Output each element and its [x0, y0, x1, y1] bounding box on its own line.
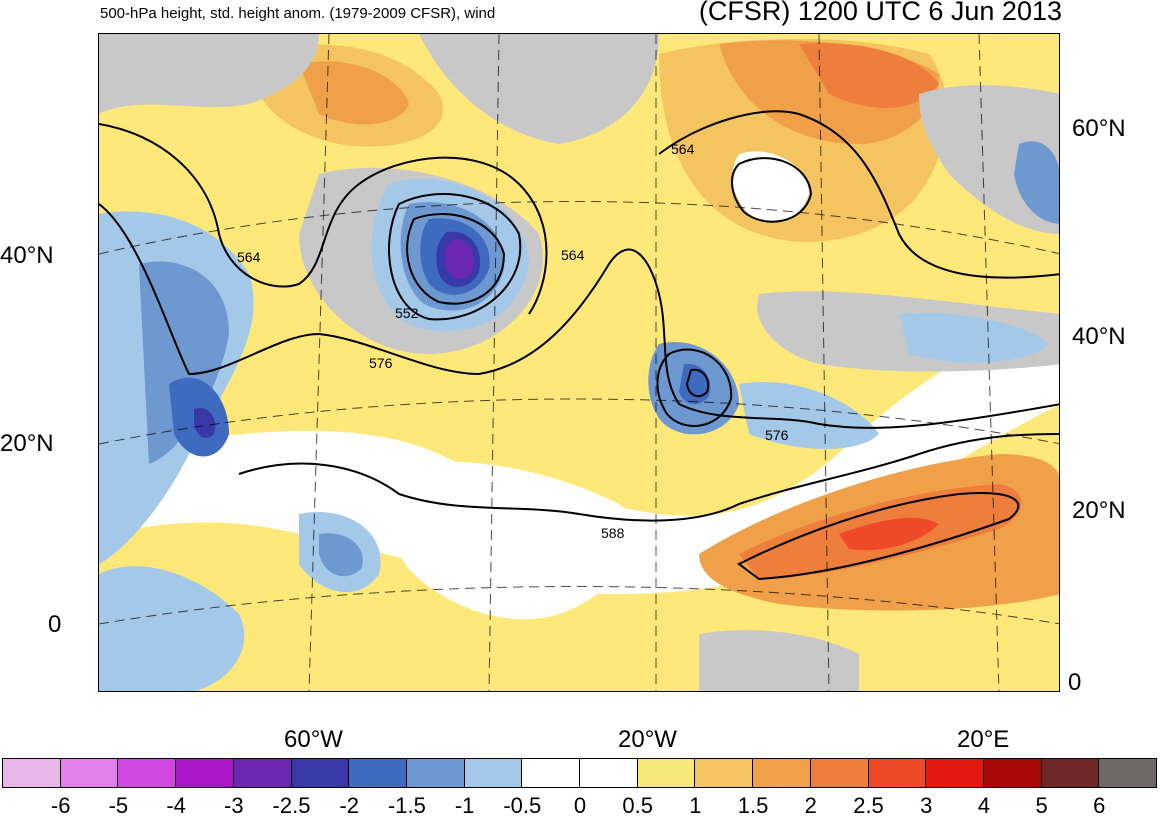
colorbar-swatch [521, 758, 581, 788]
colorbar-swatch [175, 758, 234, 788]
lon-label-20w: 20°W [618, 726, 677, 753]
colorbar-tick-label: 2.5 [853, 793, 884, 818]
lat-label-right-60n: 60°N [1072, 115, 1126, 142]
anomaly-blue-europe [899, 313, 1049, 363]
lat-label-left-40n: 40°N [0, 242, 54, 269]
height-contour-588 [238, 433, 1059, 522]
anomaly-blue-caribbean-core [319, 533, 363, 577]
weather-map: 564 552 576 564 564 576 588 [98, 33, 1060, 692]
colorbar-swatch [463, 758, 523, 788]
colorbar-tick-label: 5 [1035, 793, 1048, 818]
height-contour-scandinavia-low [731, 157, 813, 223]
anomaly-orange-greenland-core [299, 61, 409, 125]
graticule-lon-60w [308, 34, 330, 691]
anomaly-white-center [399, 461, 636, 620]
colorbar-tick-label: 0.5 [622, 793, 653, 818]
contour-label-576-a: 576 [369, 355, 393, 371]
colorbar-swatch [809, 758, 869, 788]
height-contour-560 [406, 213, 506, 305]
colorbar-swatch [2, 758, 61, 788]
colorbar-swatch [405, 758, 465, 788]
contour-label-564-a: 564 [237, 249, 261, 265]
colorbar-swatch [59, 758, 119, 788]
colorbar-tick-label: 2 [804, 793, 817, 818]
colorbar-swatch [925, 758, 984, 788]
height-contour-552 [388, 193, 522, 321]
graticule-lat-0 [99, 586, 1059, 625]
colorbar-swatch [982, 758, 1042, 788]
lon-label-60w: 60°W [284, 726, 343, 753]
colorbar-swatch [232, 758, 292, 788]
graticule-lon-20e [978, 34, 1000, 691]
colorbar-swatch [290, 758, 350, 788]
map-title: (CFSR) 1200 UTC 6 Jun 2013 [698, 0, 1062, 26]
height-contour-576-west [99, 203, 1059, 429]
colorbar-swatch [1098, 758, 1158, 788]
colorbar-tick-label: 6 [1093, 793, 1106, 818]
contour-label-576-b: 576 [765, 427, 789, 443]
colorbar-swatch [579, 758, 638, 788]
contour-label-588: 588 [601, 525, 625, 541]
anomaly-blue-florida-core [194, 408, 216, 439]
contour-labels: 564 552 576 564 564 576 588 [237, 141, 789, 541]
anomaly-orange-north-europe-core [799, 43, 939, 108]
map-subtitle: 500-hPa height, std. height anom. (1979-… [100, 5, 496, 22]
map-canvas: 564 552 576 564 564 576 588 [99, 34, 1059, 691]
graticule-lat-40n [99, 201, 1059, 255]
graticule-lat-20n [99, 398, 1059, 445]
colorbar-swatch [348, 758, 407, 788]
anomaly-grey-north [99, 34, 319, 114]
colorbar-tick-label: -4 [166, 793, 186, 818]
anomaly-blue-azores-core [679, 363, 711, 405]
colorbar-tick-label: 1.5 [737, 793, 769, 818]
colorbar-tick-label: -6 [50, 793, 71, 818]
lat-label-right-40n: 40°N [1072, 323, 1126, 350]
colorbar-tick-label: -1 [454, 793, 475, 818]
colorbar-swatch [117, 758, 177, 788]
height-contour-sahara [737, 492, 1020, 581]
colorbar-swatch [636, 758, 696, 788]
anomaly-white-scandinavia [732, 151, 809, 223]
height-contour-564-west [99, 123, 548, 315]
lat-label-right-0: 0 [1068, 669, 1082, 696]
lat-label-left-20n: 20°N [0, 430, 54, 457]
lon-label-20e: 20°E [957, 726, 1010, 753]
graticule-lon-0 [818, 34, 830, 691]
colorbar-tick-label: 4 [977, 793, 991, 818]
colorbar-tick-label: -2 [339, 793, 359, 818]
height-contour-azores-low [656, 348, 733, 427]
contour-label-564-c: 564 [671, 141, 695, 157]
colorbar-tick-label: -5 [108, 793, 129, 818]
height-contour-564-east [658, 110, 1059, 279]
colorbar-swatch [694, 758, 754, 788]
graticule-lon-40w [488, 34, 500, 691]
colorbar-swatch [1040, 758, 1100, 788]
anomaly-blue-south-america [99, 566, 245, 691]
colorbar-tick-label: 1 [689, 793, 702, 818]
anomaly-purple-low-core [445, 239, 474, 279]
anomaly-blue-east [1014, 141, 1059, 224]
anomaly-grey-south [699, 630, 859, 691]
contour-label-564-b: 564 [561, 247, 585, 263]
anomaly-blue-med [739, 382, 879, 449]
colorbar-swatch [867, 758, 927, 788]
colorbar-tick-label: -2.5 [272, 793, 311, 818]
colorbar-swatch [752, 758, 811, 788]
anomaly-red-sahara-core [839, 517, 939, 551]
colorbar-tick-label: -1.5 [387, 793, 426, 818]
colorbar-tick-label: 3 [920, 793, 933, 818]
lat-label-right-20n: 20°N [1072, 497, 1126, 524]
lat-label-left-0: 0 [48, 611, 62, 638]
colorbar [2, 758, 1158, 788]
anomaly-grey-greenland [419, 34, 659, 144]
height-contour-azores-core [685, 368, 710, 398]
colorbar-tick-label: -0.5 [503, 793, 542, 818]
colorbar-tick-label: -3 [224, 793, 244, 818]
contour-label-552: 552 [395, 305, 419, 321]
colorbar-tick-label: 0 [573, 793, 587, 818]
